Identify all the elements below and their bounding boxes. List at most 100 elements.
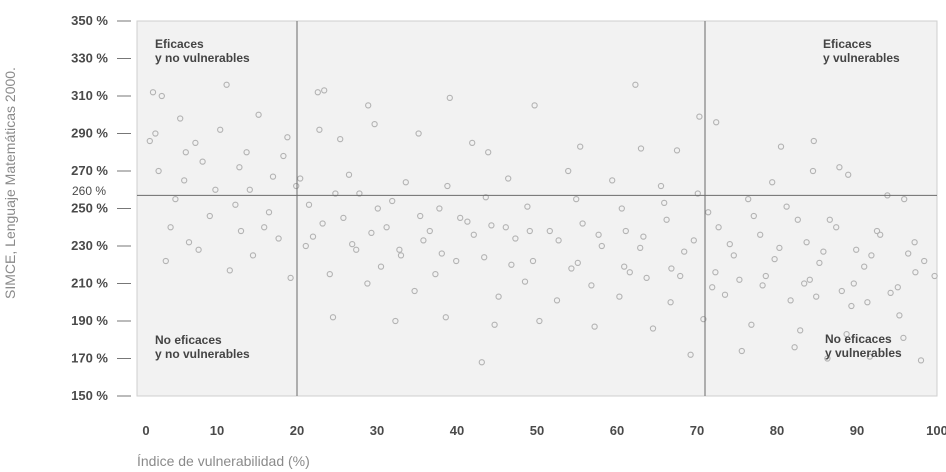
data-points <box>146 81 938 366</box>
data-point <box>777 143 785 150</box>
data-point <box>694 190 701 197</box>
data-point <box>591 323 598 330</box>
data-point <box>314 89 321 96</box>
data-point <box>794 216 801 223</box>
data-point <box>574 259 581 267</box>
data-point <box>482 194 489 201</box>
data-point <box>900 334 907 342</box>
data-point <box>368 229 375 237</box>
data-point <box>848 302 855 310</box>
data-point <box>713 119 720 126</box>
data-point <box>637 244 644 252</box>
data-point <box>730 252 737 259</box>
data-point <box>442 314 449 321</box>
data-point <box>332 190 339 197</box>
data-point <box>392 317 399 325</box>
data-point <box>246 186 253 193</box>
data-point <box>162 257 169 265</box>
data-point <box>595 231 602 238</box>
y-tick-label: 190 % <box>71 313 108 328</box>
data-point <box>663 216 670 223</box>
data-point <box>415 130 422 137</box>
data-point <box>356 190 363 197</box>
data-point <box>622 227 629 235</box>
data-point <box>640 233 647 240</box>
data-point <box>469 139 476 147</box>
data-point <box>911 239 918 246</box>
data-point <box>212 186 219 193</box>
data-point <box>921 257 928 265</box>
data-point <box>181 177 188 184</box>
data-point <box>748 321 755 328</box>
data-point <box>217 126 224 133</box>
x-tick-label: 50 <box>530 423 544 438</box>
data-point <box>836 164 843 171</box>
data-point <box>555 237 562 244</box>
data-point <box>791 344 798 351</box>
data-point <box>158 92 165 100</box>
data-point <box>736 276 743 283</box>
data-point <box>673 147 681 154</box>
data-point <box>861 263 868 270</box>
data-point <box>568 265 575 272</box>
data-point <box>536 317 543 325</box>
y-tick-label: 270 % <box>71 163 108 178</box>
data-point <box>750 212 757 220</box>
x-tick-label: 70 <box>690 423 704 438</box>
data-point <box>502 224 509 231</box>
data-point <box>436 205 443 212</box>
y-tick-label: 250 % <box>71 201 108 216</box>
y-tick-label: 230 % <box>71 238 108 253</box>
quadrant-label-bottom-right: y vulnerables <box>825 346 902 360</box>
x-tick-label: 90 <box>850 423 864 438</box>
data-point <box>329 314 337 321</box>
data-point <box>464 218 471 225</box>
y-tick-label: 310 % <box>71 88 108 103</box>
data-point <box>637 145 645 152</box>
x-tick-label: 20 <box>290 423 304 438</box>
x-tick-label: 100 <box>926 423 946 438</box>
data-point <box>797 327 804 334</box>
data-point <box>340 214 347 222</box>
data-point <box>192 139 199 147</box>
x-tick-label: 30 <box>370 423 384 438</box>
y-tick-label: 210 % <box>71 276 108 291</box>
data-point <box>759 282 766 289</box>
data-point <box>917 357 925 364</box>
data-point <box>316 126 323 133</box>
data-point <box>275 235 282 242</box>
data-point <box>470 231 477 238</box>
data-point <box>411 287 418 295</box>
data-point <box>531 102 538 109</box>
data-point <box>364 280 371 287</box>
data-point <box>349 240 356 248</box>
data-point <box>481 254 488 261</box>
data-point <box>337 135 344 143</box>
y-axis: 150 % 170 % 190 % 210 % 230 % 250 % 270 % 290 %… <box>71 13 131 403</box>
data-point <box>700 315 707 323</box>
data-point <box>261 224 268 231</box>
data-point <box>726 240 733 248</box>
data-point <box>632 81 639 88</box>
data-point <box>850 280 857 287</box>
data-point <box>377 263 385 270</box>
data-point <box>397 252 405 259</box>
data-point <box>488 222 495 229</box>
data-point <box>524 203 531 210</box>
quadrant-label-top-right: Eficaces <box>823 37 872 51</box>
y-tick-label: 150 % <box>71 388 108 403</box>
data-point <box>280 152 287 160</box>
data-point <box>894 284 901 291</box>
data-point <box>478 359 485 366</box>
x-tick-label: 40 <box>450 423 464 438</box>
data-point <box>287 274 294 282</box>
data-point <box>383 224 390 231</box>
data-point <box>485 149 492 156</box>
y-tick-label: 350 % <box>71 13 108 28</box>
data-point <box>901 195 908 203</box>
x-axis: 0 10 20 30 40 50 60 70 80 90 100 <box>142 423 946 438</box>
data-point <box>182 149 189 156</box>
data-point <box>293 182 300 190</box>
